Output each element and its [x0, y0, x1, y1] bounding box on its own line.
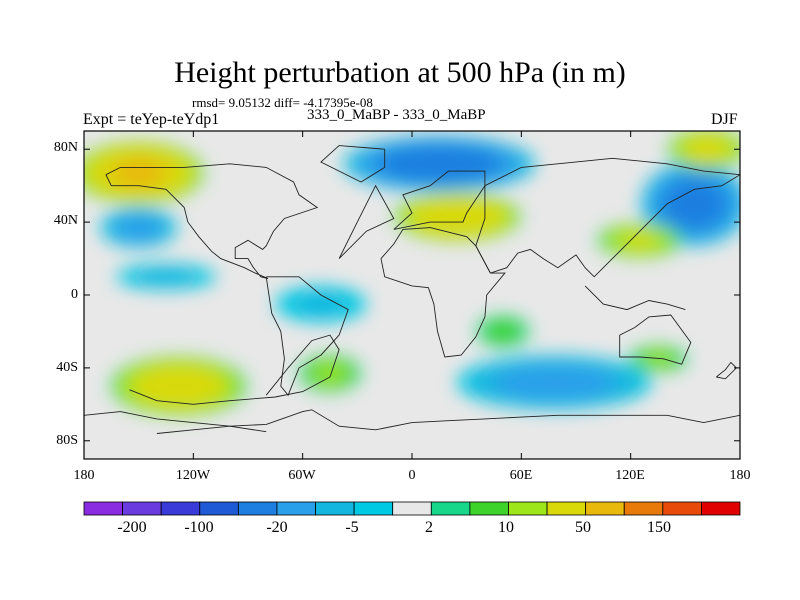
colorbar-label: -200 — [117, 519, 147, 536]
coastline — [338, 184, 395, 259]
lat-tick-label: 80S — [56, 433, 78, 448]
lon-tick-label: 180 — [73, 468, 95, 483]
season-label: DJF — [711, 111, 738, 128]
coastline — [265, 276, 349, 397]
colorbar-box — [199, 501, 239, 516]
colorbar-box — [237, 501, 278, 516]
anomaly-north-atlantic-low — [375, 144, 503, 183]
coastline — [619, 314, 692, 365]
lon-tick-label: 120E — [615, 468, 645, 483]
colorbar-label: -20 — [266, 519, 288, 536]
lon-tick-label: 120W — [175, 468, 211, 483]
colorbar — [83, 501, 741, 516]
anomaly-tropical-pacific-low — [132, 267, 200, 286]
coastline — [105, 163, 319, 280]
colorbar-box — [276, 501, 316, 516]
chart-title: Height perturbation at 500 hPa (in m) — [174, 56, 626, 89]
colorbar-box — [546, 501, 587, 516]
colorbar-box — [315, 501, 355, 516]
field-layer — [84, 131, 740, 459]
coastline — [84, 409, 740, 431]
colorbar-box — [353, 501, 394, 516]
lat-tick-label: 80N — [53, 140, 78, 155]
coastline — [716, 361, 738, 380]
coastline — [584, 285, 686, 311]
colorbar-box — [662, 501, 702, 516]
colorbar-label: 10 — [498, 519, 514, 536]
coastline — [320, 145, 386, 183]
axis-ticks — [83, 131, 741, 459]
anomaly-pacific-mid-low — [113, 214, 164, 242]
colorbar-box — [122, 501, 162, 516]
colorbar-label: 50 — [575, 519, 591, 536]
coastline — [475, 157, 740, 278]
colorbar-box — [701, 501, 741, 516]
colorbar-label: 2 — [425, 519, 433, 536]
colorbar-box — [160, 501, 201, 516]
anomaly-north-pacific-east-low — [662, 178, 727, 230]
anomaly-south-indian-high — [483, 319, 523, 344]
coastline — [156, 425, 267, 434]
anomaly-eurasia-high — [407, 196, 508, 237]
lat-tick-label: 0 — [71, 287, 78, 302]
coastline-layer — [84, 145, 740, 434]
coastline — [393, 170, 486, 230]
lon-tick-label: 0 — [408, 468, 416, 483]
anomaly-southern-ocean-low — [492, 364, 616, 401]
colorbar-box — [508, 501, 548, 516]
colorbar-box — [83, 501, 123, 516]
lon-tick-label: 60W — [288, 468, 316, 483]
lon-tick-label: 180 — [729, 468, 751, 483]
lon-tick-label: 60E — [509, 468, 533, 483]
colorbar-label: -5 — [345, 519, 359, 536]
colorbar-label: -100 — [184, 519, 214, 536]
anomaly-south-atlantic-high — [314, 363, 346, 384]
anomaly-west-pacific-high — [621, 232, 659, 249]
lat-tick-label: 40S — [56, 360, 78, 375]
colorbar-box — [469, 501, 509, 516]
colorbar-box — [585, 501, 625, 516]
coastline — [129, 334, 340, 405]
anomaly-south-pacific-high — [130, 364, 228, 408]
anomaly-north-pacific-high — [110, 158, 167, 188]
colorbar-box — [623, 501, 664, 516]
case-label: 333_0_MaBP - 333_0_MaBP — [307, 107, 486, 123]
colorbar-box — [430, 501, 471, 516]
plot-area — [84, 131, 740, 459]
anomaly-arctic-high — [681, 135, 733, 164]
experiment-label: Expt = teYep-teYdp1 — [83, 111, 220, 128]
anomaly-tropical-atlantic-low — [296, 293, 346, 315]
colorbar-box — [392, 501, 432, 516]
lat-tick-label: 40N — [53, 213, 78, 228]
colorbar-label: 150 — [647, 519, 671, 536]
coastline — [380, 227, 506, 358]
stats-label: rmsd= 9.05132 diff= -4.17395e-08 — [192, 95, 373, 110]
